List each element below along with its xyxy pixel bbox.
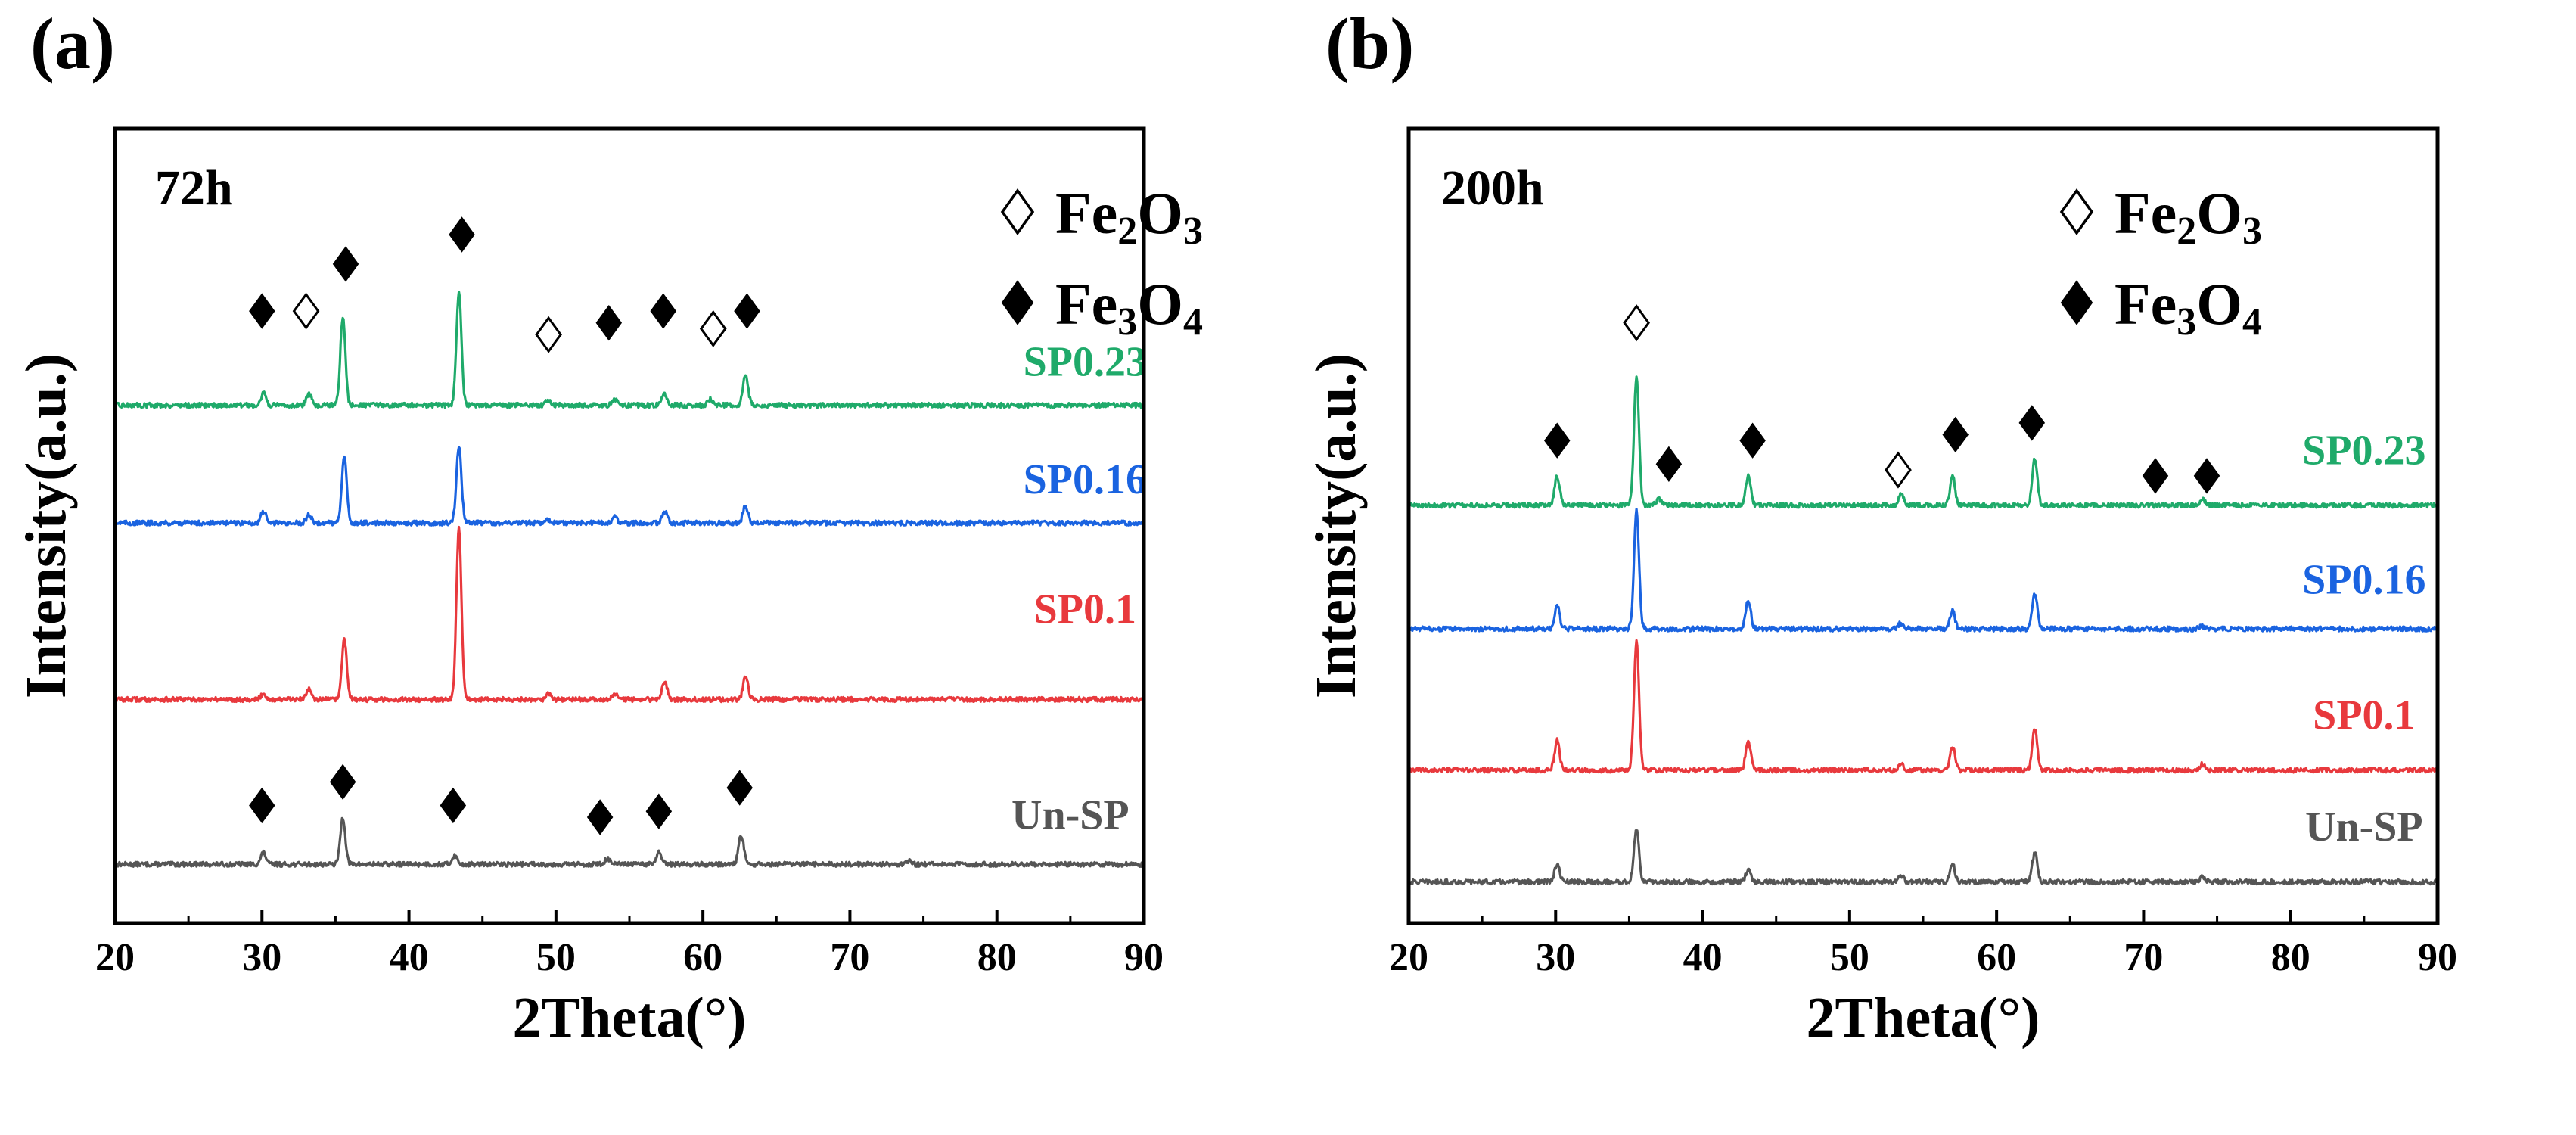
fe3o4-peak-marker bbox=[440, 787, 467, 824]
series-label: SP0.23 bbox=[1024, 339, 1147, 386]
fe3o4-peak-marker bbox=[595, 304, 623, 341]
fe3o4-peak-marker bbox=[726, 770, 753, 806]
legend-formula-part: 3 bbox=[1183, 210, 1203, 253]
series-label: SP0.16 bbox=[1024, 456, 1147, 503]
fe3o4-peak-marker bbox=[1739, 422, 1766, 459]
legend-formula-part: 3 bbox=[1117, 300, 1137, 344]
legend-label: Fe3O4 bbox=[2115, 271, 2262, 344]
legend-formula-part: O bbox=[2196, 271, 2242, 337]
fe3o4-peak-marker bbox=[734, 293, 760, 329]
legend-formula-part: 4 bbox=[2242, 300, 2262, 344]
filled-diamond-icon bbox=[1001, 280, 1034, 325]
x-tick-label: 40 bbox=[1683, 936, 1723, 979]
x-tick-label: 50 bbox=[536, 936, 576, 979]
plot-frame bbox=[1406, 126, 2440, 925]
fe3o4-peak-marker bbox=[249, 293, 275, 329]
fe3o4-peak-marker bbox=[449, 216, 475, 253]
x-tick-label: 70 bbox=[2124, 936, 2163, 979]
series-line-sp0-23 bbox=[113, 291, 1145, 409]
fe2o3-peak-marker bbox=[1885, 451, 1912, 489]
x-tick-label: 50 bbox=[1830, 936, 1869, 979]
series-line-un-sp bbox=[113, 816, 1145, 868]
x-tick-label: 60 bbox=[1977, 936, 2016, 979]
legend-formula-part: Fe bbox=[1055, 271, 1117, 337]
fe3o4-peak-marker bbox=[332, 246, 359, 282]
legend-label: Fe2O3 bbox=[2115, 180, 2262, 253]
legend-formula-part: 2 bbox=[1117, 210, 1137, 253]
x-tick-label: 80 bbox=[2271, 936, 2310, 979]
series-line-sp0-1 bbox=[1407, 639, 2438, 774]
panel-label: (b) bbox=[1325, 3, 1414, 84]
series-line-sp0-16 bbox=[113, 446, 1145, 527]
fe3o4-peak-marker bbox=[645, 793, 673, 829]
fe3o4-peak-marker bbox=[586, 799, 614, 835]
legend-formula-part: 2 bbox=[2177, 210, 2196, 253]
x-tick-label: 80 bbox=[977, 936, 1017, 979]
legend-formula-part: Fe bbox=[2115, 271, 2177, 337]
legend-formula-part: O bbox=[2196, 180, 2242, 246]
fe3o4-peak-marker bbox=[249, 787, 275, 824]
legend-formula-part: O bbox=[1137, 180, 1183, 246]
series-label: Un-SP bbox=[2305, 804, 2423, 850]
panel-b-200h: (b) Un-SP SP0.1 SP0.16 SP0.23 20 30 40 50 60 70 80 9… bbox=[1304, 3, 2457, 1049]
series-label: Un-SP bbox=[1011, 792, 1130, 839]
y-axis-title: Intensity(a.u.) bbox=[1304, 353, 1368, 698]
fe2o3-peak-marker bbox=[699, 309, 727, 347]
time-label: 200h bbox=[1441, 160, 1544, 216]
fe2o3-peak-marker bbox=[535, 316, 562, 353]
fe3o4-peak-marker bbox=[650, 293, 676, 329]
x-tick-label: 30 bbox=[1536, 936, 1575, 979]
x-tick-label: 90 bbox=[2418, 936, 2457, 979]
series-line-sp0-1 bbox=[114, 525, 1145, 704]
series-label: SP0.23 bbox=[2302, 427, 2425, 474]
series-label: SP0.1 bbox=[1034, 586, 1136, 633]
legend-formula-part: 4 bbox=[1183, 300, 1203, 344]
series-line-un-sp bbox=[1407, 829, 2439, 886]
fe2o3-peak-marker bbox=[292, 292, 320, 330]
legend-formula-part: Fe bbox=[1055, 180, 1117, 246]
x-tick-label: 90 bbox=[1124, 936, 1164, 979]
fe3o4-peak-marker bbox=[1543, 422, 1571, 459]
legend-formula-part: 3 bbox=[2177, 300, 2196, 344]
x-tick-label: 60 bbox=[683, 936, 722, 979]
x-tick-label: 20 bbox=[95, 936, 135, 979]
panel-a-72h: (a) Un-SP SP0.1 SP0.16 SP0.23 20 30 40 50 60 70 80 9… bbox=[14, 3, 1203, 1049]
filled-diamond-icon bbox=[2060, 280, 2093, 325]
legend-label: Fe2O3 bbox=[1055, 180, 1203, 253]
legend-label: Fe3O4 bbox=[1055, 271, 1203, 344]
x-tick-label: 20 bbox=[1389, 936, 1428, 979]
x-axis-title: 2Theta(°) bbox=[1806, 986, 2040, 1049]
fe2o3-peak-marker bbox=[1623, 304, 1650, 342]
legend-formula-part: Fe bbox=[2115, 180, 2177, 246]
fe3o4-peak-marker bbox=[2193, 458, 2220, 494]
series-line-sp0-16 bbox=[1408, 508, 2438, 633]
fe3o4-peak-marker bbox=[2142, 458, 2169, 494]
fe3o4-peak-marker bbox=[2018, 405, 2046, 441]
panel-label: (a) bbox=[30, 3, 115, 84]
series-line-sp0-23 bbox=[1407, 375, 2439, 509]
y-axis-title: Intensity(a.u.) bbox=[14, 353, 78, 698]
x-tick-label: 30 bbox=[242, 936, 281, 979]
legend-formula-part: O bbox=[1137, 271, 1183, 337]
open-diamond-icon bbox=[2059, 188, 2094, 236]
x-tick-label: 70 bbox=[830, 936, 869, 979]
series-label: SP0.16 bbox=[2302, 556, 2425, 603]
x-axis-title: 2Theta(°) bbox=[512, 986, 746, 1049]
legend-formula-part: 3 bbox=[2242, 210, 2262, 253]
fe3o4-peak-marker bbox=[1655, 446, 1683, 483]
fe3o4-peak-marker bbox=[329, 763, 356, 801]
series-label: SP0.1 bbox=[2313, 692, 2415, 739]
time-label: 72h bbox=[155, 160, 233, 216]
fe3o4-peak-marker bbox=[1942, 416, 1969, 453]
open-diamond-icon bbox=[1000, 188, 1035, 236]
x-tick-label: 40 bbox=[390, 936, 429, 979]
